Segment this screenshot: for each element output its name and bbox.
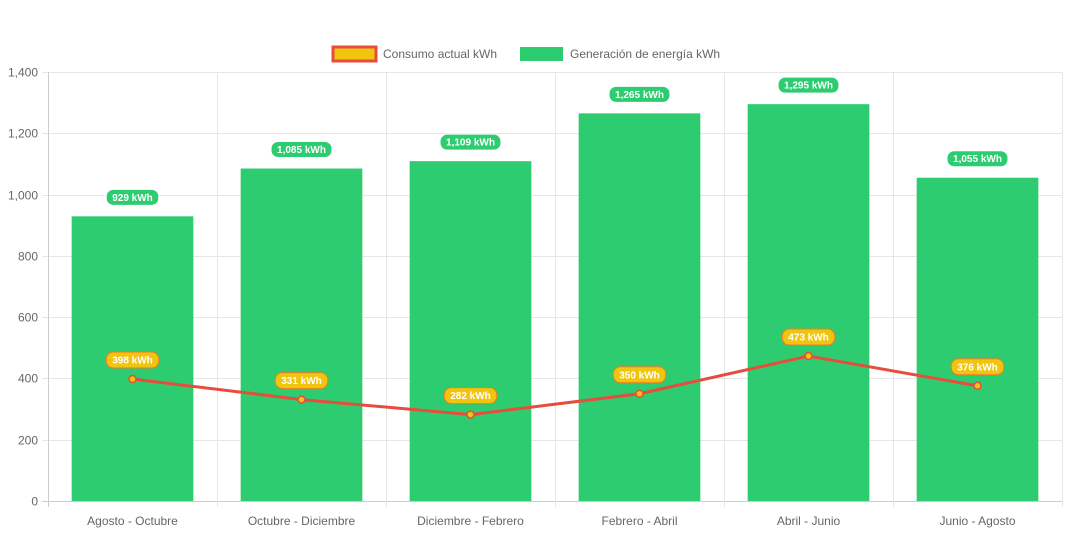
line-data-label: 331 kWh bbox=[281, 376, 322, 387]
line-data-label-bg bbox=[443, 387, 498, 405]
x-tick-label: Febrero - Abril bbox=[601, 514, 677, 528]
line-data-label: 473 kWh bbox=[788, 333, 829, 344]
line-consumo bbox=[132, 354, 978, 417]
legend-swatch-consumo[interactable] bbox=[331, 45, 378, 63]
line-data-label-bg bbox=[274, 372, 329, 390]
line-data-label: 398 kWh bbox=[112, 356, 153, 367]
y-tick-label: 1,000 bbox=[8, 189, 38, 203]
bar-data-label: 1,265 kWh bbox=[615, 90, 664, 101]
x-tick-label: Agosto - Octubre bbox=[87, 514, 178, 528]
bar-data-label: 1,109 kWh bbox=[446, 138, 495, 149]
bar-generacion[interactable] bbox=[747, 104, 870, 502]
bar-data-label-badge: 929 kWh bbox=[105, 188, 160, 206]
point-consumo[interactable] bbox=[297, 395, 306, 404]
y-tick-label: 600 bbox=[18, 311, 38, 325]
bar-data-label-bg bbox=[946, 150, 1009, 168]
bar-data-label-badge: 1,055 kWh bbox=[946, 150, 1009, 168]
legend-label-consumo[interactable]: Consumo actual kWh bbox=[383, 47, 497, 61]
line-data-label: 376 kWh bbox=[957, 362, 998, 373]
legend-label-generacion[interactable]: Generación de energía kWh bbox=[570, 47, 720, 61]
line-data-label-bg bbox=[612, 366, 667, 384]
y-tick-label: 1,200 bbox=[8, 127, 38, 141]
legend-swatch-generacion[interactable] bbox=[520, 47, 563, 61]
x-tick-label: Junio - Agosto bbox=[939, 514, 1015, 528]
data-labels-layer: 929 kWh 1,085 kWh 1,109 kWh 1,265 kWh 1,295 … bbox=[105, 76, 1009, 405]
line-data-label-bg bbox=[950, 358, 1005, 376]
line-data-label: 282 kWh bbox=[450, 391, 491, 402]
bar-data-label-badge: 1,085 kWh bbox=[270, 141, 333, 159]
point-consumo[interactable] bbox=[973, 381, 982, 391]
bar-data-label: 1,085 kWh bbox=[277, 145, 326, 156]
point-consumo[interactable] bbox=[128, 374, 137, 384]
bar-data-label-bg bbox=[270, 141, 333, 159]
bar-data-label: 1,295 kWh bbox=[784, 81, 833, 92]
bar-data-label-badge: 1,295 kWh bbox=[777, 76, 840, 94]
y-tick-label: 200 bbox=[18, 434, 38, 448]
line-data-label-bg bbox=[781, 328, 836, 346]
bar-generacion[interactable] bbox=[578, 113, 701, 501]
grid-layer bbox=[42, 72, 1063, 507]
axes-layer: 0 200 400 600 800 1,000 1,200 1,400 Agosto - Oct… bbox=[8, 66, 1016, 529]
bar-data-label-bg bbox=[608, 85, 671, 103]
point-consumo[interactable] bbox=[804, 351, 813, 361]
x-tick-label: Diciembre - Febrero bbox=[417, 514, 524, 528]
bar-data-label: 929 kWh bbox=[112, 193, 153, 204]
bar-data-label-bg bbox=[439, 133, 502, 151]
y-tick-label: 800 bbox=[18, 250, 38, 264]
line-data-label-badge: 331 kWh bbox=[274, 372, 329, 390]
line-data-label-badge: 350 kWh bbox=[612, 366, 667, 384]
bar-data-label-bg bbox=[105, 188, 160, 206]
y-tick-label: 1,400 bbox=[8, 66, 38, 80]
bar-data-label: 1,055 kWh bbox=[953, 154, 1002, 165]
bar-generacion[interactable] bbox=[409, 161, 532, 501]
line-data-label: 350 kWh bbox=[619, 370, 660, 381]
x-tick-label: Octubre - Diciembre bbox=[248, 514, 356, 528]
bar-data-label-badge: 1,265 kWh bbox=[608, 85, 671, 103]
bar-data-label-bg bbox=[777, 76, 840, 94]
bar-generacion[interactable] bbox=[916, 177, 1039, 502]
x-tick-label: Abril - Junio bbox=[777, 514, 841, 528]
point-consumo[interactable] bbox=[466, 410, 475, 419]
legend: Consumo actual kWh Generación de energía… bbox=[331, 45, 720, 63]
bar-generacion[interactable] bbox=[240, 168, 363, 501]
line-data-label-bg bbox=[105, 351, 160, 369]
line-data-label-badge: 376 kWh bbox=[950, 358, 1005, 376]
line-data-label-badge: 473 kWh bbox=[781, 328, 836, 346]
line-layer bbox=[128, 351, 982, 419]
y-tick-label: 400 bbox=[18, 372, 38, 386]
point-consumo[interactable] bbox=[635, 389, 644, 398]
line-data-label-badge: 282 kWh bbox=[443, 387, 498, 405]
y-tick-label: 0 bbox=[31, 495, 38, 509]
bar-data-label-badge: 1,109 kWh bbox=[439, 133, 502, 151]
line-data-label-badge: 398 kWh bbox=[105, 351, 160, 369]
